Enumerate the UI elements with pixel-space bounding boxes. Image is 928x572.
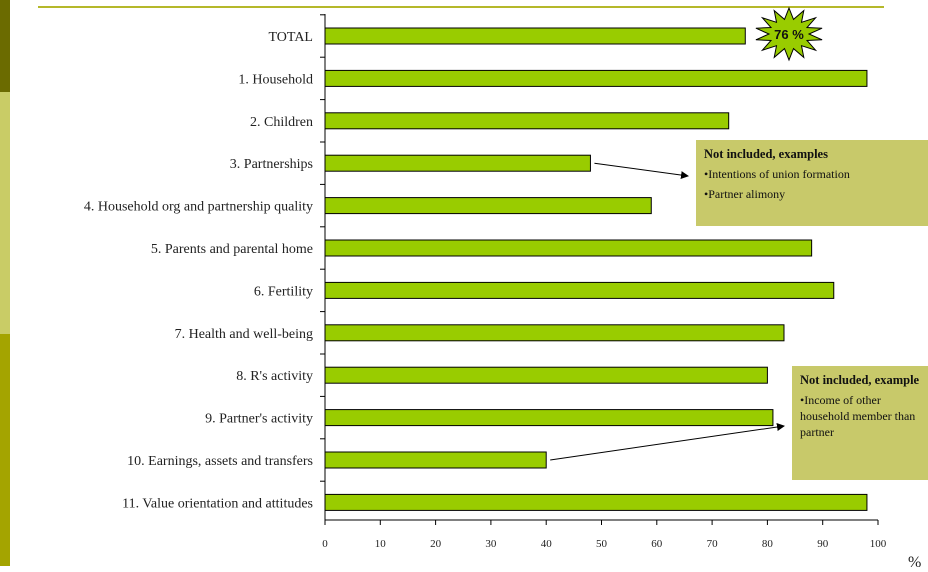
category-label: 9. Partner's activity [205, 412, 313, 427]
bar [324, 409, 774, 427]
side-band-dark [0, 0, 10, 92]
callout-arrow [550, 423, 785, 461]
x-tick-label: 20 [430, 538, 442, 550]
callout-item: •Income of other household member than p… [800, 393, 916, 439]
title-rule [38, 6, 884, 8]
callout-item: •Intentions of union formation [704, 167, 850, 181]
callout-arrow [594, 162, 689, 180]
side-band-mid [0, 334, 10, 566]
bar [324, 197, 652, 215]
x-tick-label: 90 [817, 538, 829, 550]
bar [324, 69, 868, 87]
category-label: 5. Parents and parental home [151, 242, 313, 257]
x-unit-label: % [908, 554, 922, 571]
category-label: 2. Children [250, 115, 313, 130]
bar [324, 366, 768, 384]
category-label: 3. Partnerships [230, 157, 313, 172]
bar [324, 281, 835, 299]
bar [324, 239, 813, 257]
x-tick-label: 30 [485, 538, 497, 550]
category-label: 1. Household [238, 72, 313, 87]
bar [324, 112, 730, 130]
callout-title: Not included, example [800, 373, 920, 387]
bar [324, 493, 868, 511]
category-label: TOTAL [268, 30, 313, 45]
bar [324, 451, 547, 469]
category-label: 8. R's activity [236, 369, 313, 384]
bar [324, 154, 591, 172]
x-tick-label: 80 [762, 538, 774, 550]
category-label: 10. Earnings, assets and transfers [127, 454, 313, 469]
x-tick-label: 50 [596, 538, 608, 550]
bar [324, 324, 785, 342]
highlight-label: 76 % [774, 27, 804, 42]
highlight-starburst [755, 6, 823, 62]
category-label: 7. Health and well-being [175, 327, 313, 342]
x-tick-label: 70 [707, 538, 719, 550]
callout-item: •Partner alimony [704, 187, 786, 201]
bar [324, 27, 746, 45]
x-tick-label: 10 [375, 538, 387, 550]
side-band-light [0, 92, 10, 334]
category-label: 11. Value orientation and attitudes [122, 496, 313, 511]
callout-partnerships: Not included, examples •Intentions of un… [696, 140, 928, 226]
category-label: 6. Fertility [254, 284, 313, 299]
x-tick-label: 100 [870, 538, 887, 550]
x-tick-label: 0 [322, 538, 328, 550]
x-tick-label: 40 [541, 538, 553, 550]
category-label: 4. Household org and partnership quality [84, 200, 313, 215]
callout-earnings: Not included, example •Income of other h… [792, 366, 928, 480]
x-tick-label: 60 [651, 538, 663, 550]
callout-title: Not included, examples [704, 147, 828, 161]
